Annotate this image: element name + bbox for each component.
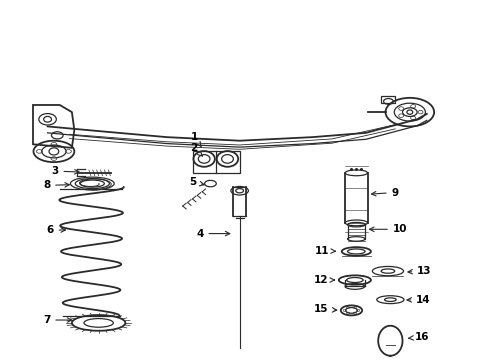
Text: 16: 16 [408, 332, 428, 342]
Text: 2: 2 [189, 143, 202, 156]
Bar [380, 96, 394, 103]
Text: 7: 7 [43, 315, 72, 325]
Text: 12: 12 [313, 275, 334, 285]
Text: 6: 6 [46, 225, 65, 235]
Text: 11: 11 [314, 246, 335, 256]
Text: 8: 8 [43, 180, 69, 190]
Bar [193, 152, 239, 173]
Text: 15: 15 [313, 304, 336, 314]
Text: 13: 13 [407, 266, 431, 276]
Text: 4: 4 [196, 229, 229, 239]
Text: 14: 14 [406, 295, 430, 305]
Text: 10: 10 [369, 224, 407, 234]
Text: 1: 1 [190, 132, 201, 147]
Text: 9: 9 [371, 188, 398, 198]
Text: 3: 3 [51, 166, 79, 176]
Text: 5: 5 [188, 177, 203, 187]
